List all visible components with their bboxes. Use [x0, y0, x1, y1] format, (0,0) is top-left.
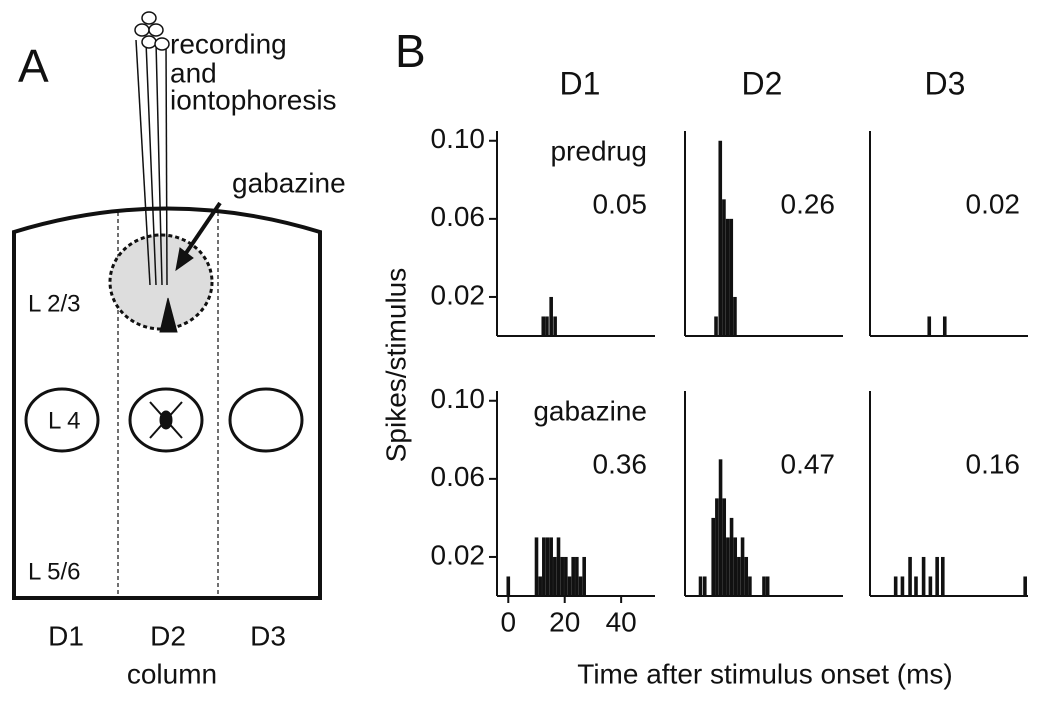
bar [733, 296, 737, 336]
annotation: gabazine [533, 395, 647, 426]
y-tick-label: 0.02 [431, 539, 486, 570]
panel-label: A [18, 40, 49, 92]
bar [940, 556, 945, 596]
bar [698, 576, 703, 596]
bar [538, 576, 542, 596]
bar [575, 556, 579, 596]
bar [928, 576, 933, 596]
bar [534, 537, 539, 596]
bar [935, 556, 939, 596]
neuron [159, 297, 178, 333]
cell [159, 410, 173, 430]
bar [545, 537, 550, 596]
bar [553, 556, 557, 596]
bar [921, 556, 926, 596]
bar [578, 576, 583, 596]
bar [702, 576, 707, 596]
bar [1023, 576, 1027, 596]
x-tick-label: 40 [606, 606, 637, 637]
annotation: 0.16 [966, 448, 1021, 479]
bar [729, 218, 734, 336]
annotation: 0.47 [781, 448, 836, 479]
y-axis-label: Spikes/stimulus [380, 268, 411, 463]
panel-label: B [395, 25, 426, 77]
bar [541, 316, 546, 336]
electrode-label: recording [170, 28, 287, 59]
column-label: D2 [150, 620, 186, 651]
bar [744, 556, 749, 596]
barrel [24, 387, 100, 453]
bar [553, 316, 557, 336]
bar [718, 459, 723, 596]
bar [714, 316, 718, 336]
y-tick-label: 0.06 [431, 201, 486, 232]
layer-label: L 5/6 [28, 558, 81, 585]
bar [711, 517, 716, 596]
bar [737, 556, 741, 596]
annotation: 0.36 [593, 448, 648, 479]
y-tick-label: 0.10 [431, 123, 486, 154]
bar [506, 576, 511, 596]
bar [729, 517, 734, 596]
bar [927, 316, 932, 336]
bar [545, 316, 549, 336]
column-title: D2 [742, 65, 783, 101]
bar [726, 537, 730, 596]
bar [722, 199, 726, 336]
electrode-label: and [170, 57, 217, 88]
bar [556, 537, 561, 596]
bar [765, 576, 770, 596]
annotation: predrug [550, 135, 647, 166]
bar [571, 556, 575, 596]
arrow-head [175, 247, 194, 272]
x-tick-label: 0 [500, 606, 516, 637]
bar [549, 537, 553, 596]
bar [942, 316, 947, 336]
bar [564, 556, 568, 596]
column-title: D1 [560, 65, 601, 101]
x-tick-label: 20 [549, 606, 580, 637]
electrode-label: iontophoresis [170, 84, 337, 115]
annotation: 0.05 [593, 188, 648, 219]
bar [715, 498, 719, 596]
column-title: D3 [925, 65, 966, 101]
bar [762, 576, 766, 596]
y-tick-label: 0.02 [431, 279, 486, 310]
layer-label: L 4 [48, 407, 80, 434]
cortex-outline [12, 206, 322, 600]
arrow [182, 201, 222, 258]
bar [914, 576, 918, 596]
bar [733, 537, 738, 596]
bar [725, 218, 730, 336]
bar [893, 576, 898, 596]
bar [542, 537, 546, 596]
column-label: D3 [250, 620, 286, 651]
bar [908, 556, 912, 596]
bar [549, 296, 553, 336]
y-tick-label: 0.10 [431, 383, 486, 414]
drug-label: gabazine [232, 167, 346, 198]
column-label: D1 [48, 620, 84, 651]
bar [740, 537, 745, 596]
electrode [134, 11, 170, 286]
y-tick-label: 0.06 [431, 461, 486, 492]
annotation: 0.02 [966, 188, 1021, 219]
bar [900, 576, 905, 596]
x-axis-label: Time after stimulus onset (ms) [577, 658, 952, 689]
barrel [128, 387, 204, 453]
bar [560, 556, 564, 596]
bar [582, 556, 586, 596]
diagram [12, 11, 322, 600]
bar [748, 576, 752, 596]
annotation: 0.26 [781, 188, 836, 219]
bar [718, 140, 723, 336]
layer-label: L 2/3 [28, 290, 81, 317]
barrel [228, 387, 304, 453]
bar [567, 576, 572, 596]
bar [722, 498, 727, 596]
column-axis-label: column [127, 658, 217, 689]
